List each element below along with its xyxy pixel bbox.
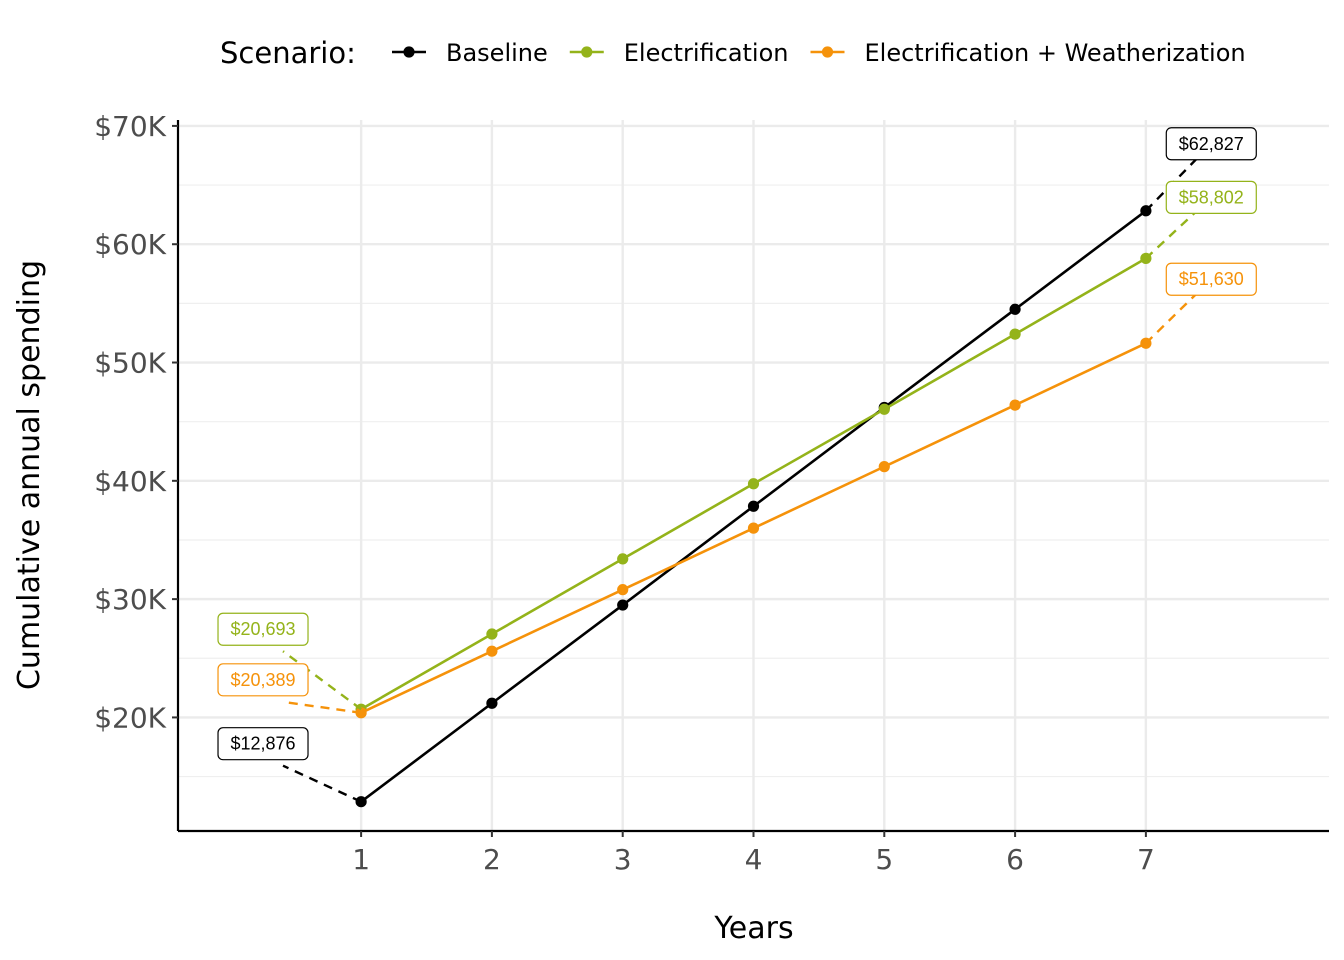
callout-leader xyxy=(282,650,362,711)
callout-box xyxy=(217,612,309,646)
legend-title: Scenario: xyxy=(220,36,356,70)
data-point xyxy=(878,403,890,415)
data-point xyxy=(747,522,760,534)
legend-key-point xyxy=(581,46,593,58)
callout-box xyxy=(1165,262,1257,296)
y-tick-label: $70K xyxy=(94,110,166,143)
legend-entry: Electrification + Weatherization xyxy=(865,39,1246,67)
callout-box xyxy=(217,727,309,761)
callout-box xyxy=(1165,180,1257,214)
y-tick-label: $20K xyxy=(94,701,166,734)
y-tick-label: $30K xyxy=(94,583,166,616)
y-tick-label: $40K xyxy=(94,465,166,498)
legend-entry: Baseline xyxy=(446,39,548,67)
data-point xyxy=(1009,328,1021,340)
callout-box xyxy=(217,663,309,697)
callout-leader xyxy=(282,700,362,715)
x-tick-label: 2 xyxy=(483,843,501,876)
data-point xyxy=(486,645,498,657)
series-layer xyxy=(355,205,1152,808)
callout-leader xyxy=(282,764,362,803)
x-tick-label: 5 xyxy=(875,843,893,876)
y-axis-title: Cumulative annual spending xyxy=(12,260,47,690)
legend-key-point xyxy=(403,46,415,58)
data-point xyxy=(617,599,629,611)
data-point xyxy=(747,500,760,512)
axes xyxy=(172,120,1329,837)
x-tick-label: 3 xyxy=(614,843,632,876)
x-tick-label: 6 xyxy=(1006,843,1024,876)
data-point xyxy=(617,584,629,596)
x-tick-label: 7 xyxy=(1137,843,1155,876)
legend-entry: Electrification xyxy=(624,39,789,67)
value-callouts: $12,876 $62,827 $20,693 $58,802 $20,389 $51,6… xyxy=(217,127,1257,803)
callout-label: $58,802 xyxy=(1179,187,1244,207)
data-point xyxy=(486,697,498,709)
data-point xyxy=(1009,303,1021,315)
callout-label: $20,389 xyxy=(230,670,295,690)
data-point xyxy=(355,796,367,808)
y-tick-label: $50K xyxy=(94,347,166,380)
x-tick-label: 4 xyxy=(745,843,763,876)
x-tick-label: 1 xyxy=(352,843,370,876)
callout-label: $12,876 xyxy=(230,734,295,754)
data-point xyxy=(355,707,367,719)
x-axis-title: Years xyxy=(713,911,793,946)
callout-label: $51,630 xyxy=(1179,269,1244,289)
major-gridlines xyxy=(178,120,1329,831)
data-point xyxy=(486,628,498,640)
legend: Scenario: Baseline Electrification Electri… xyxy=(220,36,1246,70)
tick-labels: $20K $30K $40K $50K $60K $70K 1 2 3 4 5 6 7 xyxy=(94,110,1155,876)
legend-key-point xyxy=(821,46,834,58)
data-point xyxy=(747,478,760,490)
callout-label: $20,693 xyxy=(230,619,295,639)
y-tick-label: $60K xyxy=(94,228,166,261)
data-point xyxy=(1009,399,1021,411)
data-point xyxy=(617,553,629,565)
data-point xyxy=(878,461,890,473)
callout-box xyxy=(1165,127,1257,161)
callout-label: $62,827 xyxy=(1179,134,1244,154)
